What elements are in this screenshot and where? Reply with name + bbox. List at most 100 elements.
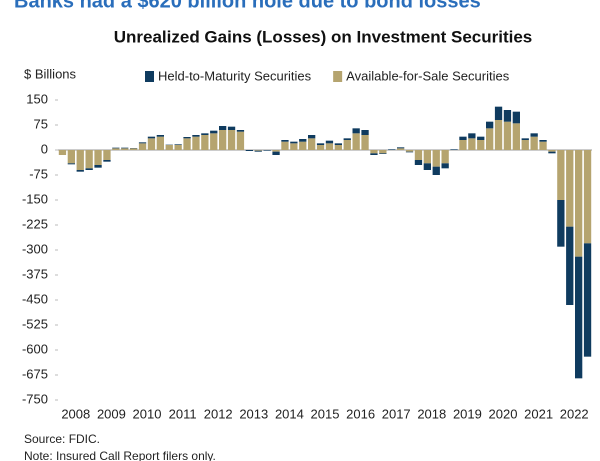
x-tick-label: 2016 [346, 406, 375, 421]
x-tick-label: 2014 [275, 406, 304, 421]
y-tick-label: -750 [22, 391, 48, 406]
bar-segment [85, 168, 93, 170]
bar-segment [494, 106, 503, 120]
x-tick-label: 2011 [169, 406, 197, 421]
bar-segment [539, 141, 547, 150]
bar-segment [281, 141, 289, 150]
x-tick-label: 2018 [417, 406, 446, 421]
bar-segment [379, 153, 387, 154]
bar-segment [156, 136, 164, 150]
bar-segment [432, 166, 440, 175]
bar-segment [566, 150, 574, 227]
bar-segment [156, 135, 164, 137]
x-tick-label: 2017 [382, 406, 411, 421]
bar-segment [530, 133, 538, 137]
bar-segment [503, 121, 512, 150]
bar-segment [477, 136, 485, 140]
bar-segment [94, 165, 102, 168]
chart-subtitle: Unrealized Gains (Losses) on Investment … [114, 27, 533, 46]
bar-segment [299, 141, 307, 150]
chart-title: Banks had a $620 billion hole due to bon… [14, 0, 481, 12]
bar-segment [583, 150, 592, 244]
bar-segment [94, 150, 102, 165]
bar-segment [112, 148, 120, 150]
x-tick-label: 2015 [311, 406, 340, 421]
bar-segment [76, 150, 84, 170]
bar-segment [130, 148, 138, 150]
bar-segment [210, 133, 218, 150]
bar-segment [121, 148, 129, 150]
bar-segment [236, 130, 245, 132]
legend-swatch [333, 71, 343, 82]
bar-segment [290, 141, 298, 144]
bar-segment [512, 111, 520, 124]
bar-segment [343, 140, 351, 150]
bar-segment [103, 150, 111, 160]
x-tick-label: 2010 [133, 406, 162, 421]
bar-segment [147, 136, 156, 139]
y-tick-label: -75 [29, 166, 48, 181]
y-tick-label: 150 [26, 91, 48, 106]
bar-segment [334, 145, 342, 150]
y-tick-label: -450 [22, 291, 48, 306]
bar-segment [405, 150, 414, 152]
bar-segment [316, 145, 325, 150]
bar-segment [308, 135, 316, 139]
bar-segment [281, 140, 289, 142]
bar-segment [557, 200, 565, 247]
bar-segment [201, 133, 209, 135]
legend-label: Available-for-Sale Securities [346, 68, 510, 83]
bar-segment [147, 138, 156, 150]
x-tick-label: 2012 [204, 406, 233, 421]
y-tick-label: -600 [22, 341, 48, 356]
source: Source: FDIC. [24, 432, 100, 446]
y-axis-label: $ Billions [24, 66, 77, 81]
bar-segment [138, 142, 147, 144]
y-tick-label: -300 [22, 241, 48, 256]
x-tick-label: 2013 [239, 406, 268, 421]
bar-segment [174, 145, 182, 150]
note: Note: Insured Call Report filers only. [24, 449, 216, 461]
bar-segment [423, 150, 431, 164]
bar-segment [548, 151, 556, 154]
bar-segment [138, 143, 147, 150]
bar-segment [539, 140, 547, 142]
bar-segment [414, 150, 423, 160]
bar-segment [486, 121, 494, 129]
bar-segment [397, 148, 405, 150]
bar-segment [308, 138, 316, 150]
bar-segment [379, 150, 387, 154]
bar-segment [290, 143, 298, 150]
bar-segment [201, 135, 209, 150]
bar-segment [219, 130, 227, 150]
x-tick-label: 2008 [61, 406, 90, 421]
legend-label: Held-to-Maturity Securities [158, 68, 312, 83]
bar-segment [325, 140, 334, 144]
x-tick-label: 2022 [560, 406, 589, 421]
bar-segment [521, 138, 529, 140]
bar-segment [352, 128, 360, 134]
y-tick-label: -675 [22, 366, 48, 381]
bar-segment [192, 135, 200, 137]
bar-segment [450, 149, 458, 150]
bar-segment [183, 138, 191, 150]
bar-segment [192, 136, 200, 150]
bar-segment [76, 170, 84, 172]
y-tick-label: -150 [22, 191, 48, 206]
bar-segment [219, 126, 227, 130]
bar-segment [503, 110, 512, 122]
x-tick-label: 2009 [97, 406, 126, 421]
bar-segment [494, 120, 503, 150]
bar-segment [227, 126, 236, 130]
bar-segment [432, 150, 440, 167]
bar-segment [441, 150, 449, 164]
bar-segment [361, 130, 369, 135]
bar-segment [85, 150, 93, 169]
bar-segment [575, 150, 583, 257]
bar-segment [405, 151, 414, 153]
bar-segment [583, 243, 592, 357]
legend-swatch [145, 71, 154, 82]
x-tick-label: 2019 [453, 406, 482, 421]
bar-segment [352, 133, 360, 150]
